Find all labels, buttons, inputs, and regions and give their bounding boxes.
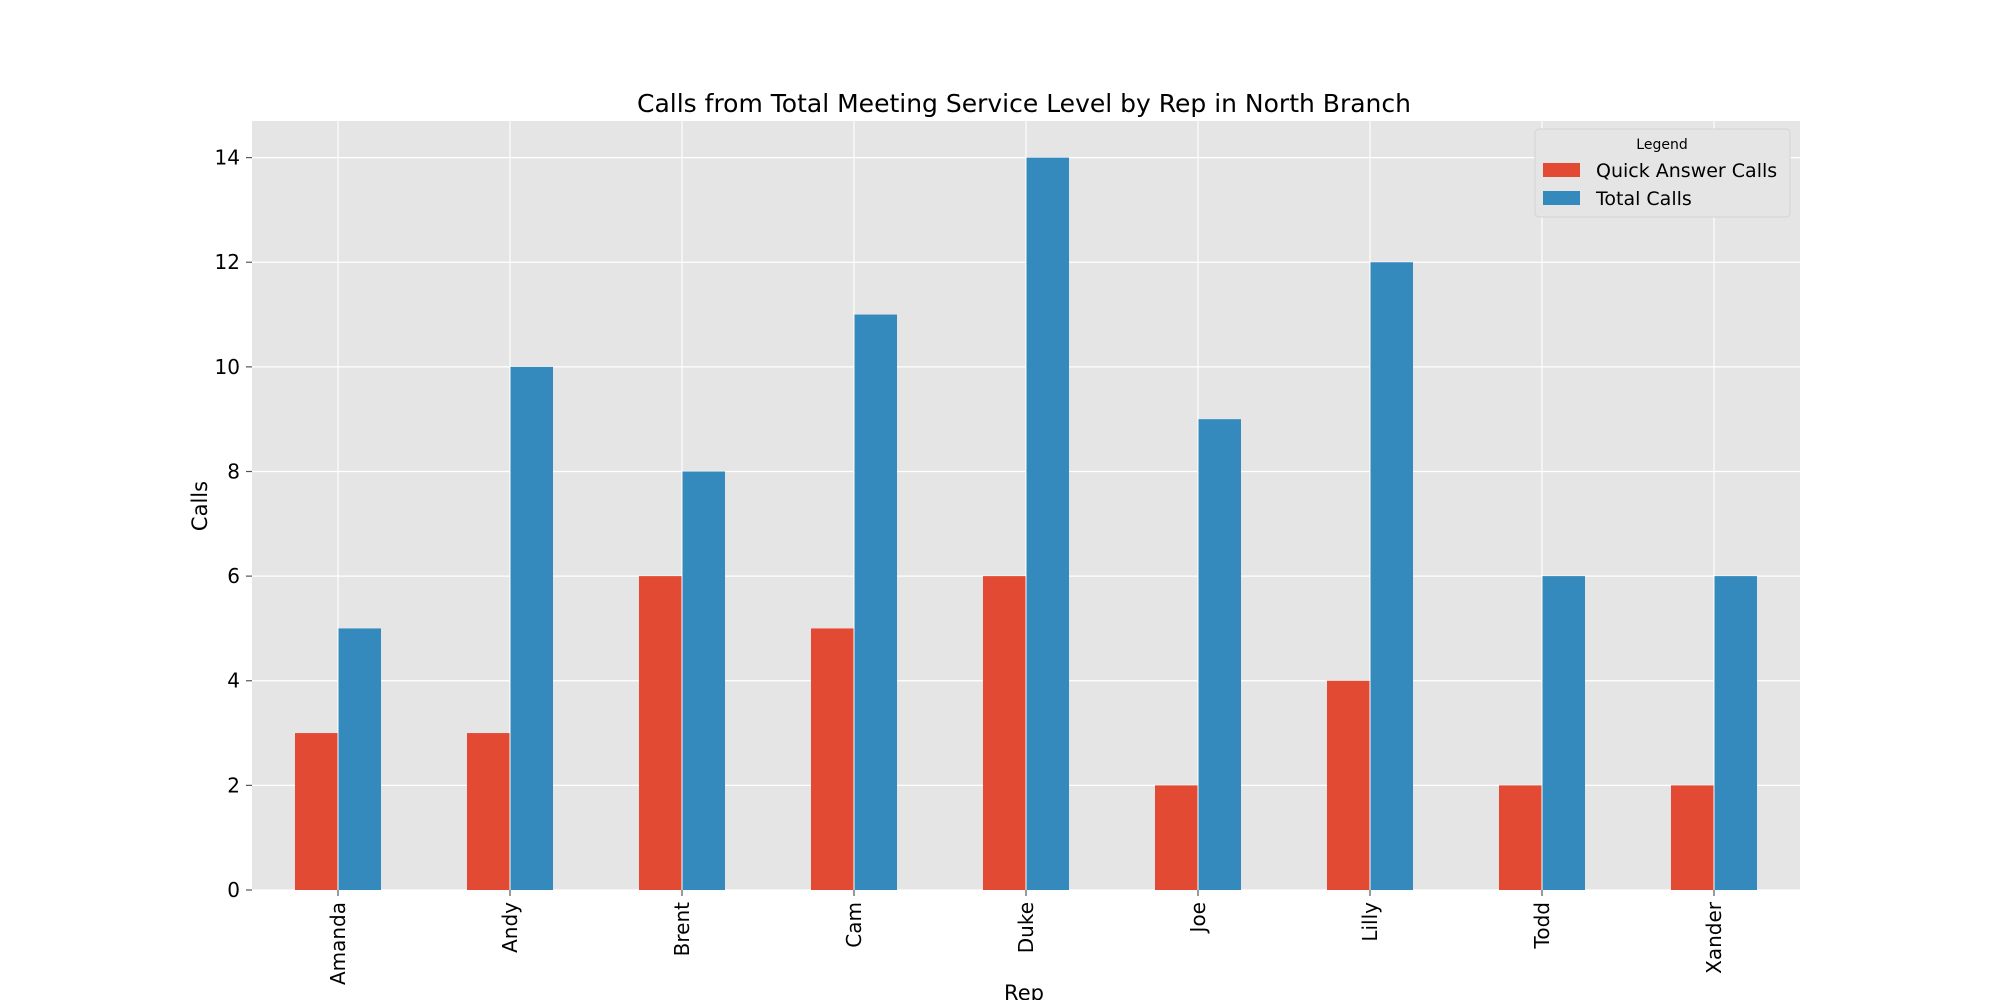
legend-label-total-calls: Total Calls: [1595, 188, 1692, 210]
bar-quick-answer-calls-lilly: [1327, 680, 1370, 890]
chart-title: Calls from Total Meeting Service Level b…: [637, 89, 1411, 118]
legend-swatch-total-calls: [1543, 191, 1580, 205]
x-tick-label-duke: Duke: [1014, 902, 1038, 953]
y-axis-ticks: 0 2 4 6 8 10 12 14: [215, 146, 252, 902]
y-tick-label: 6: [227, 564, 240, 588]
legend: Legend Quick Answer Calls Total Calls: [1534, 128, 1791, 218]
bars: [295, 157, 1757, 891]
y-tick-label: 14: [215, 146, 240, 170]
y-tick-label: 4: [227, 669, 240, 693]
legend-swatch-quick-answer-calls: [1543, 163, 1580, 177]
bar-total-calls-andy: [510, 366, 553, 891]
y-tick-label: 8: [227, 459, 240, 483]
bar-total-calls-lilly: [1370, 262, 1413, 891]
legend-box: [1534, 128, 1791, 218]
y-tick-label: 0: [227, 878, 240, 902]
x-tick-label-lilly: Lilly: [1358, 902, 1382, 942]
bar-quick-answer-calls-amanda: [295, 733, 338, 890]
x-tick-label-todd: Todd: [1530, 902, 1554, 949]
y-tick-label: 2: [227, 773, 240, 797]
bar-quick-answer-calls-brent: [639, 576, 682, 890]
bar-quick-answer-calls-andy: [467, 733, 510, 890]
legend-label-quick-answer-calls: Quick Answer Calls: [1596, 160, 1777, 182]
bar-total-calls-joe: [1198, 419, 1241, 890]
y-axis-label: Calls: [188, 481, 212, 531]
bar-total-calls-cam: [854, 314, 897, 890]
x-tick-label-brent: Brent: [670, 902, 694, 956]
bar-total-calls-xander: [1714, 576, 1757, 890]
legend-title: Legend: [1636, 137, 1687, 153]
bar-quick-answer-calls-todd: [1499, 785, 1542, 890]
x-tick-label-cam: Cam: [842, 902, 866, 948]
bar-quick-answer-calls-xander: [1671, 785, 1714, 890]
x-tick-label-joe: Joe: [1186, 902, 1210, 934]
x-tick-label-andy: Andy: [498, 902, 522, 953]
bar-total-calls-brent: [682, 471, 725, 890]
bar-quick-answer-calls-duke: [983, 576, 1026, 890]
bar-total-calls-duke: [1026, 157, 1069, 891]
bar-total-calls-amanda: [338, 628, 381, 890]
y-tick-label: 10: [215, 355, 240, 379]
bar-quick-answer-calls-joe: [1155, 785, 1198, 890]
x-axis-label: Rep: [1004, 981, 1044, 1000]
x-tick-label-amanda: Amanda: [326, 902, 350, 985]
x-axis-ticks: Amanda Andy Brent Cam Duke Joe Lilly Todd Xander: [326, 890, 1726, 985]
x-tick-label-xander: Xander: [1702, 901, 1726, 974]
bar-quick-answer-calls-cam: [811, 628, 854, 890]
y-tick-label: 12: [215, 250, 240, 274]
bar-total-calls-todd: [1542, 576, 1585, 890]
